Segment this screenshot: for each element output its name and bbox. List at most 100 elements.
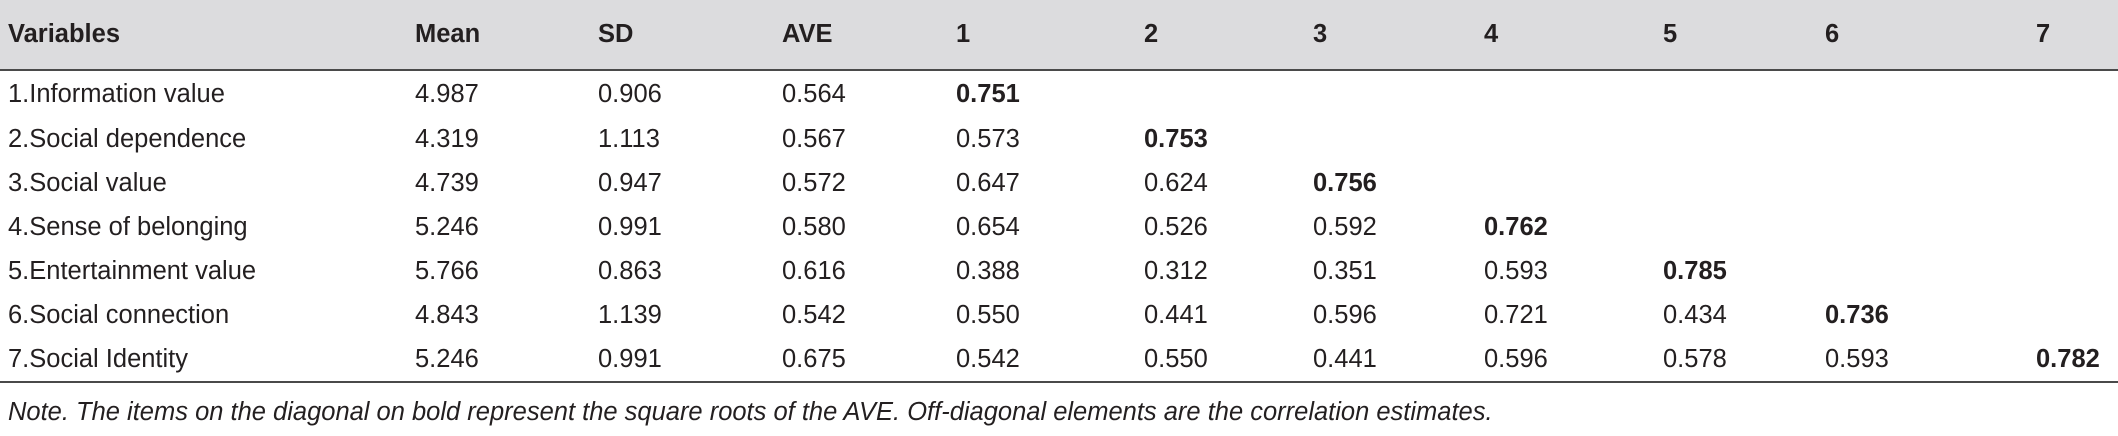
table-cell [1973,70,2118,117]
table-cell: 0.351 [1313,256,1377,285]
correlation-table: Variables Mean SD AVE 1 2 3 4 5 6 7 1.Information … [0,0,2118,383]
table-cell: 4.739 [415,168,479,197]
table-cell: 0.388 [956,256,1020,285]
table-cell: 4.987 [415,79,479,108]
header-6: 6 [1805,0,1973,71]
table-cell: 0.312 [1144,256,1208,285]
table-cell: 0.526 [1144,212,1208,241]
table-cell: 1.113 [598,124,660,153]
header-2: 2 [1113,0,1285,71]
table-cell: 0.991 [545,337,725,383]
table-cell: 0.434 [1663,300,1727,329]
table-cell: 0.947 [598,168,662,197]
header-7: 7 [1973,0,2118,71]
table-cell: 0.782 [1973,337,2118,383]
table-cell: 0.721 [1484,300,1548,329]
table-body: 1.Information value 4.987 0.906 0.564 0.751 2… [0,70,2118,383]
table-cell [1973,249,2118,293]
table-cell: 0.624 [1144,168,1208,197]
table-cell: 0.751 [956,79,1020,108]
table-row: 7.Social Identity 5.246 0.991 0.675 0.542 0.5… [0,337,2118,383]
table-cell [1633,161,1805,205]
table-cell [1285,117,1453,161]
table-row: 1.Information value 4.987 0.906 0.564 0.751 [0,70,2118,117]
table-cell [1805,205,1973,249]
table-cell: 4.319 [415,124,479,153]
table-cell: 0.616 [782,256,846,285]
row-label: 7.Social Identity [0,337,380,383]
table-cell: 0.863 [598,256,662,285]
header-variables: Variables [0,0,380,71]
table-cell [1805,70,1973,117]
header-1: 1 [925,0,1113,71]
table-cell [1633,117,1805,161]
table-cell: 0.580 [782,212,846,241]
table-cell: 0.550 [1113,337,1285,383]
table-cell [1973,117,2118,161]
table-row: 2.Social dependence 4.319 1.113 0.567 0.573 0… [0,117,2118,161]
table-cell [1453,70,1633,117]
table-cell: 0.654 [956,212,1020,241]
table-cell [1285,70,1453,117]
table-cell: 5.766 [415,256,479,285]
table-cell: 0.592 [1313,212,1377,241]
table-cell: 0.567 [782,124,846,153]
table-cell [1973,161,2118,205]
table-cell [1453,117,1633,161]
table-cell: 0.736 [1825,300,1889,329]
table-cell [1453,161,1633,205]
table-row: 5.Entertainment value 5.766 0.863 0.616 0.38… [0,249,2118,293]
table-note: Note. The items on the diagonal on bold … [8,398,1493,426]
header-ave: AVE [725,0,925,71]
header-sd: SD [545,0,725,71]
table-cell: 0.564 [782,79,846,108]
table-row: 4.Sense of belonging 5.246 0.991 0.580 0.654… [0,205,2118,249]
header-mean: Mean [380,0,545,71]
row-label: 5.Entertainment value [8,256,257,285]
table-cell: 0.441 [1285,337,1453,383]
table-cell [1805,249,1973,293]
table-cell: 0.578 [1633,337,1805,383]
table-cell: 0.991 [598,212,662,241]
table-cell [1805,161,1973,205]
table-cell: 4.843 [415,300,479,329]
row-label: 6.Social connection [8,300,230,329]
table-cell [1805,117,1973,161]
table-row: 3.Social value 4.739 0.947 0.572 0.647 0.624 0… [0,161,2118,205]
row-label: 4.Sense of belonging [8,212,248,241]
row-label: 2.Social dependence [8,124,247,153]
table-cell: 0.593 [1484,256,1548,285]
table-cell [1633,205,1805,249]
table-row: 6.Social connection 4.843 1.139 0.542 0.550 0… [0,293,2118,337]
table-cell: 0.542 [925,337,1113,383]
table-cell: 0.785 [1663,256,1727,285]
table-cell: 0.572 [782,168,846,197]
table-cell: 5.246 [380,337,545,383]
header-4: 4 [1453,0,1633,71]
row-label: 3.Social value [8,168,167,197]
table-cell: 5.246 [415,212,479,241]
header-5: 5 [1633,0,1805,71]
table-cell: 0.550 [956,300,1020,329]
table-cell: 0.647 [956,168,1020,197]
table-cell: 0.762 [1484,212,1548,241]
table-cell: 0.675 [725,337,925,383]
table-cell: 0.573 [956,124,1020,153]
table-cell: 0.756 [1313,168,1377,197]
table-cell: 0.753 [1144,124,1208,153]
row-label: 1.Information value [8,79,225,108]
table-cell: 0.596 [1313,300,1377,329]
header-3: 3 [1285,0,1453,71]
table-cell [1113,70,1285,117]
table-cell: 1.139 [598,300,662,329]
table-cell: 0.542 [782,300,846,329]
table-cell: 0.593 [1805,337,1973,383]
table-cell: 0.441 [1144,300,1208,329]
table-cell [1973,205,2118,249]
table-cell [1973,293,2118,337]
table-cell: 0.596 [1453,337,1633,383]
header-row: Variables Mean SD AVE 1 2 3 4 5 6 7 [0,0,2118,71]
table-cell: 0.906 [598,79,662,108]
table-cell [1633,70,1805,117]
